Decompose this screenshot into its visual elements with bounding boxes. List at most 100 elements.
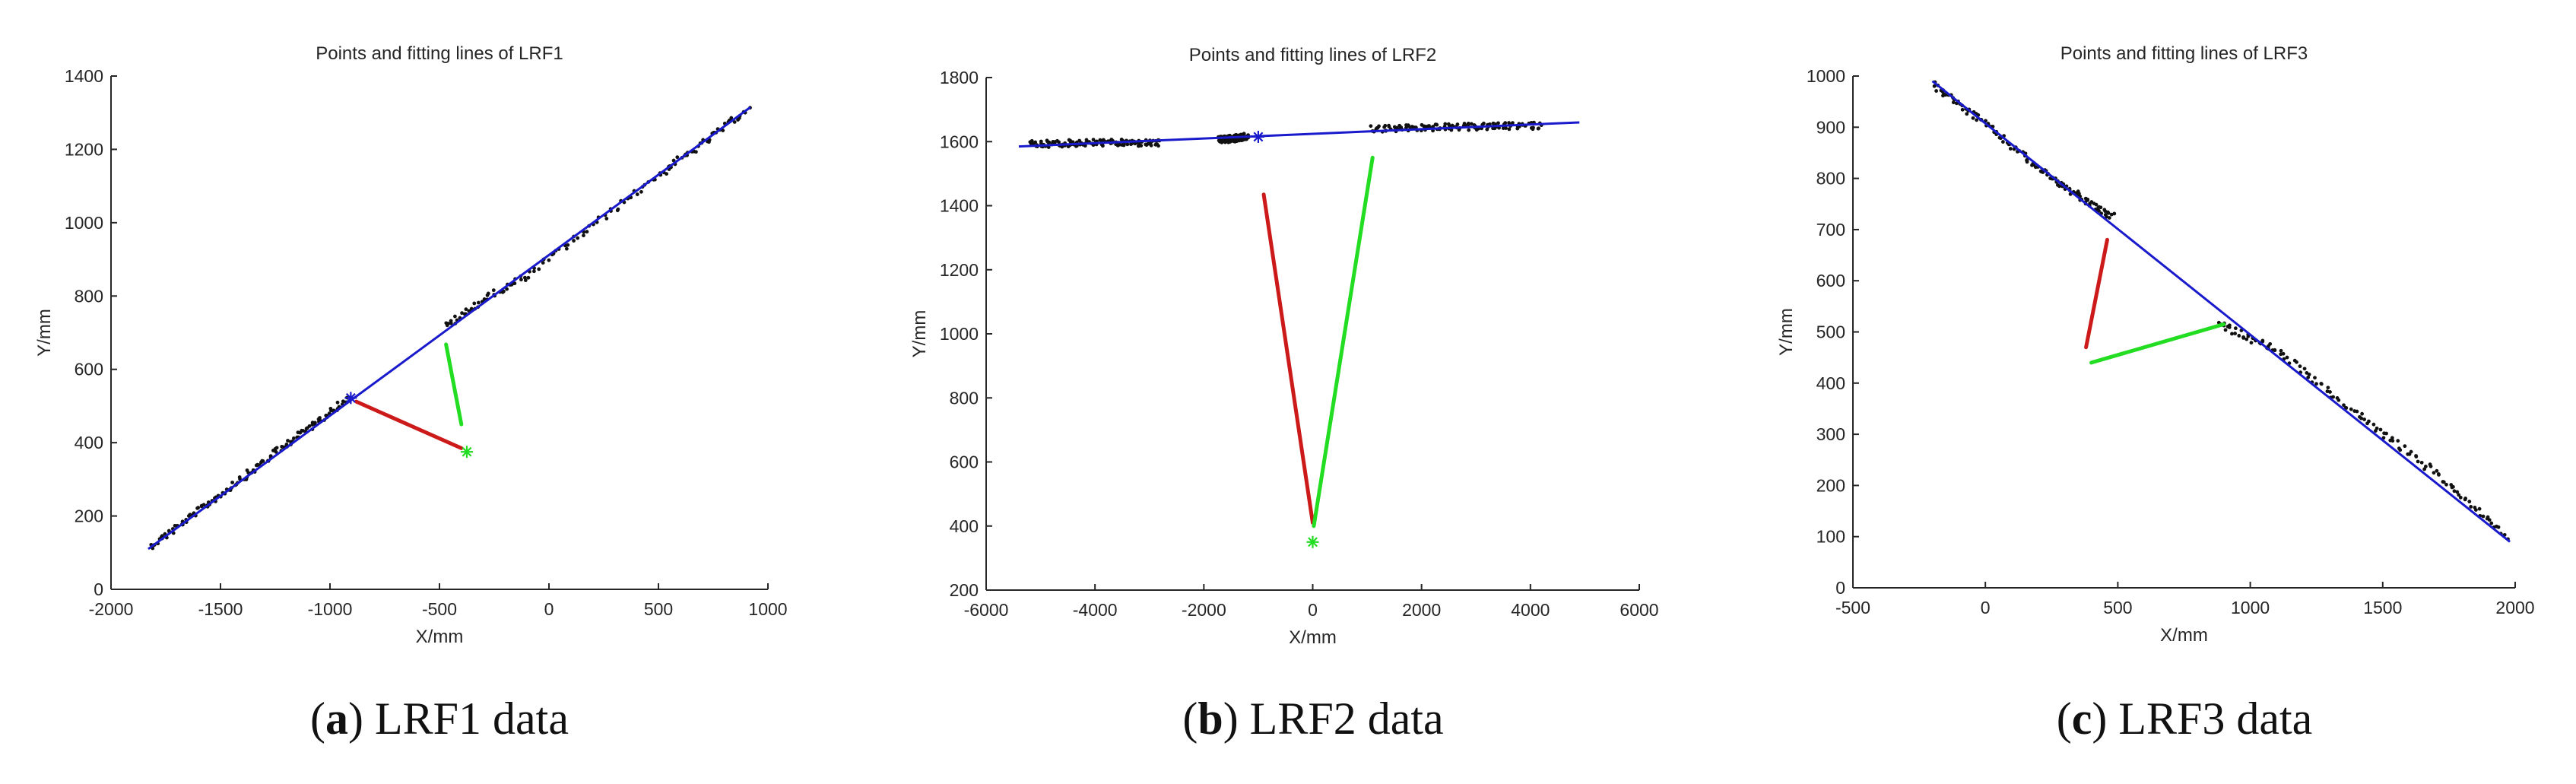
scan-point	[2362, 417, 2366, 421]
x-tick-label: -2000	[1182, 600, 1226, 620]
scan-point	[1507, 127, 1512, 132]
scan-point	[2107, 216, 2111, 220]
y-tick-label: 600	[75, 360, 103, 379]
scan-point	[2233, 326, 2238, 331]
asterisk-marker	[461, 446, 473, 459]
x-tick-label: 0	[544, 599, 554, 619]
scan-point	[335, 400, 340, 405]
scan-point	[2371, 422, 2376, 427]
y-tick-label: 800	[1816, 169, 1845, 189]
caption-letter: a	[325, 694, 348, 744]
scan-point	[2313, 376, 2317, 380]
scan-point	[1467, 128, 1471, 132]
scan-point	[2336, 398, 2341, 402]
scan-point	[2378, 427, 2383, 432]
caption-text: LRF2 data	[1239, 694, 1444, 744]
x-tick-label: 500	[644, 599, 673, 619]
scan-point	[2326, 386, 2330, 390]
scan-point	[2344, 406, 2349, 410]
scan-point	[2249, 341, 2254, 345]
scan-point	[585, 230, 589, 234]
scan-point	[694, 150, 698, 154]
y-tick-label: 200	[1816, 475, 1845, 495]
scan-point	[2307, 373, 2311, 376]
scan-point	[2374, 429, 2378, 433]
scan-point	[2328, 390, 2332, 394]
scan-point	[298, 430, 303, 435]
scan-point	[2414, 454, 2418, 458]
y-tick-label: 200	[75, 506, 103, 526]
scan-point	[261, 459, 265, 463]
scan-point	[1446, 122, 1451, 126]
scan-point	[449, 319, 453, 323]
y-tick-label: 0	[94, 579, 103, 599]
y-tick-label: 700	[1816, 220, 1845, 240]
scan-point	[1469, 122, 1474, 126]
x-tick-label: -1500	[198, 599, 243, 619]
scan-point	[1387, 125, 1391, 129]
fit-line	[1931, 80, 2511, 543]
caption-close-paren: )	[1223, 694, 1239, 744]
scan-point	[2273, 348, 2277, 353]
scan-point	[2409, 449, 2413, 454]
scan-point	[523, 278, 528, 282]
x-axis-label: X/mm	[1289, 627, 1337, 648]
scan-point	[173, 523, 177, 528]
x-tick-label: 6000	[1620, 600, 1658, 620]
scan-point	[501, 289, 506, 294]
y-tick-label: 1000	[65, 213, 103, 233]
scan-point	[230, 481, 235, 484]
scan-point	[2342, 403, 2346, 408]
x-tick-label: -500	[422, 599, 457, 619]
scan-point	[729, 116, 734, 120]
scan-point	[564, 246, 569, 251]
scan-point	[2230, 332, 2234, 336]
scan-point	[604, 217, 609, 221]
scan-point	[675, 155, 680, 160]
scan-point	[1537, 126, 1541, 131]
scan-point	[732, 120, 737, 124]
y-tick-label: 1400	[65, 66, 103, 86]
y-axis-label: Y/mm	[909, 310, 930, 358]
scan-point	[2452, 489, 2457, 494]
scan-point	[2481, 514, 2486, 519]
scan-point	[2105, 214, 2108, 219]
scan-point	[566, 243, 570, 247]
scan-point	[2416, 459, 2420, 464]
scan-point	[2355, 409, 2359, 414]
scan-point	[2094, 202, 2099, 207]
scan-point	[274, 449, 278, 454]
x-tick-label: 2000	[2495, 598, 2534, 617]
scan-point	[526, 275, 531, 280]
scan-point	[2285, 355, 2289, 360]
scan-point	[2106, 211, 2111, 215]
y-tick-label: 1400	[940, 196, 979, 216]
marker-stroke	[1253, 132, 1264, 142]
caption-close-paren: )	[2092, 694, 2107, 744]
scan-point	[486, 291, 490, 296]
scan-point	[1934, 89, 1939, 93]
scan-point	[2331, 395, 2335, 399]
y-axis-label: Y/mm	[1776, 308, 1797, 356]
x-axis-label: X/mm	[2160, 625, 2208, 646]
y-tick-label: 1000	[940, 324, 979, 344]
scan-point	[2398, 448, 2403, 452]
scan-point	[1407, 124, 1411, 129]
scan-point	[291, 436, 296, 440]
caption-letter: c	[2072, 694, 2092, 744]
scan-point	[1531, 125, 1535, 130]
scan-point	[2000, 140, 2005, 144]
scan-point	[1426, 124, 1430, 129]
y-tick-label: 1200	[940, 260, 979, 280]
scan-point	[469, 306, 474, 311]
scan-point	[2349, 407, 2353, 411]
scan-point	[2390, 436, 2394, 440]
scan-point	[196, 506, 201, 510]
marker-stroke	[345, 392, 356, 403]
scan-point	[2423, 465, 2428, 468]
scan-point	[2473, 505, 2477, 509]
scan-point	[2467, 500, 2472, 503]
y-tick-label: 800	[75, 286, 103, 306]
y-tick-label: 500	[1816, 322, 1845, 342]
scan-point	[2008, 147, 2013, 151]
